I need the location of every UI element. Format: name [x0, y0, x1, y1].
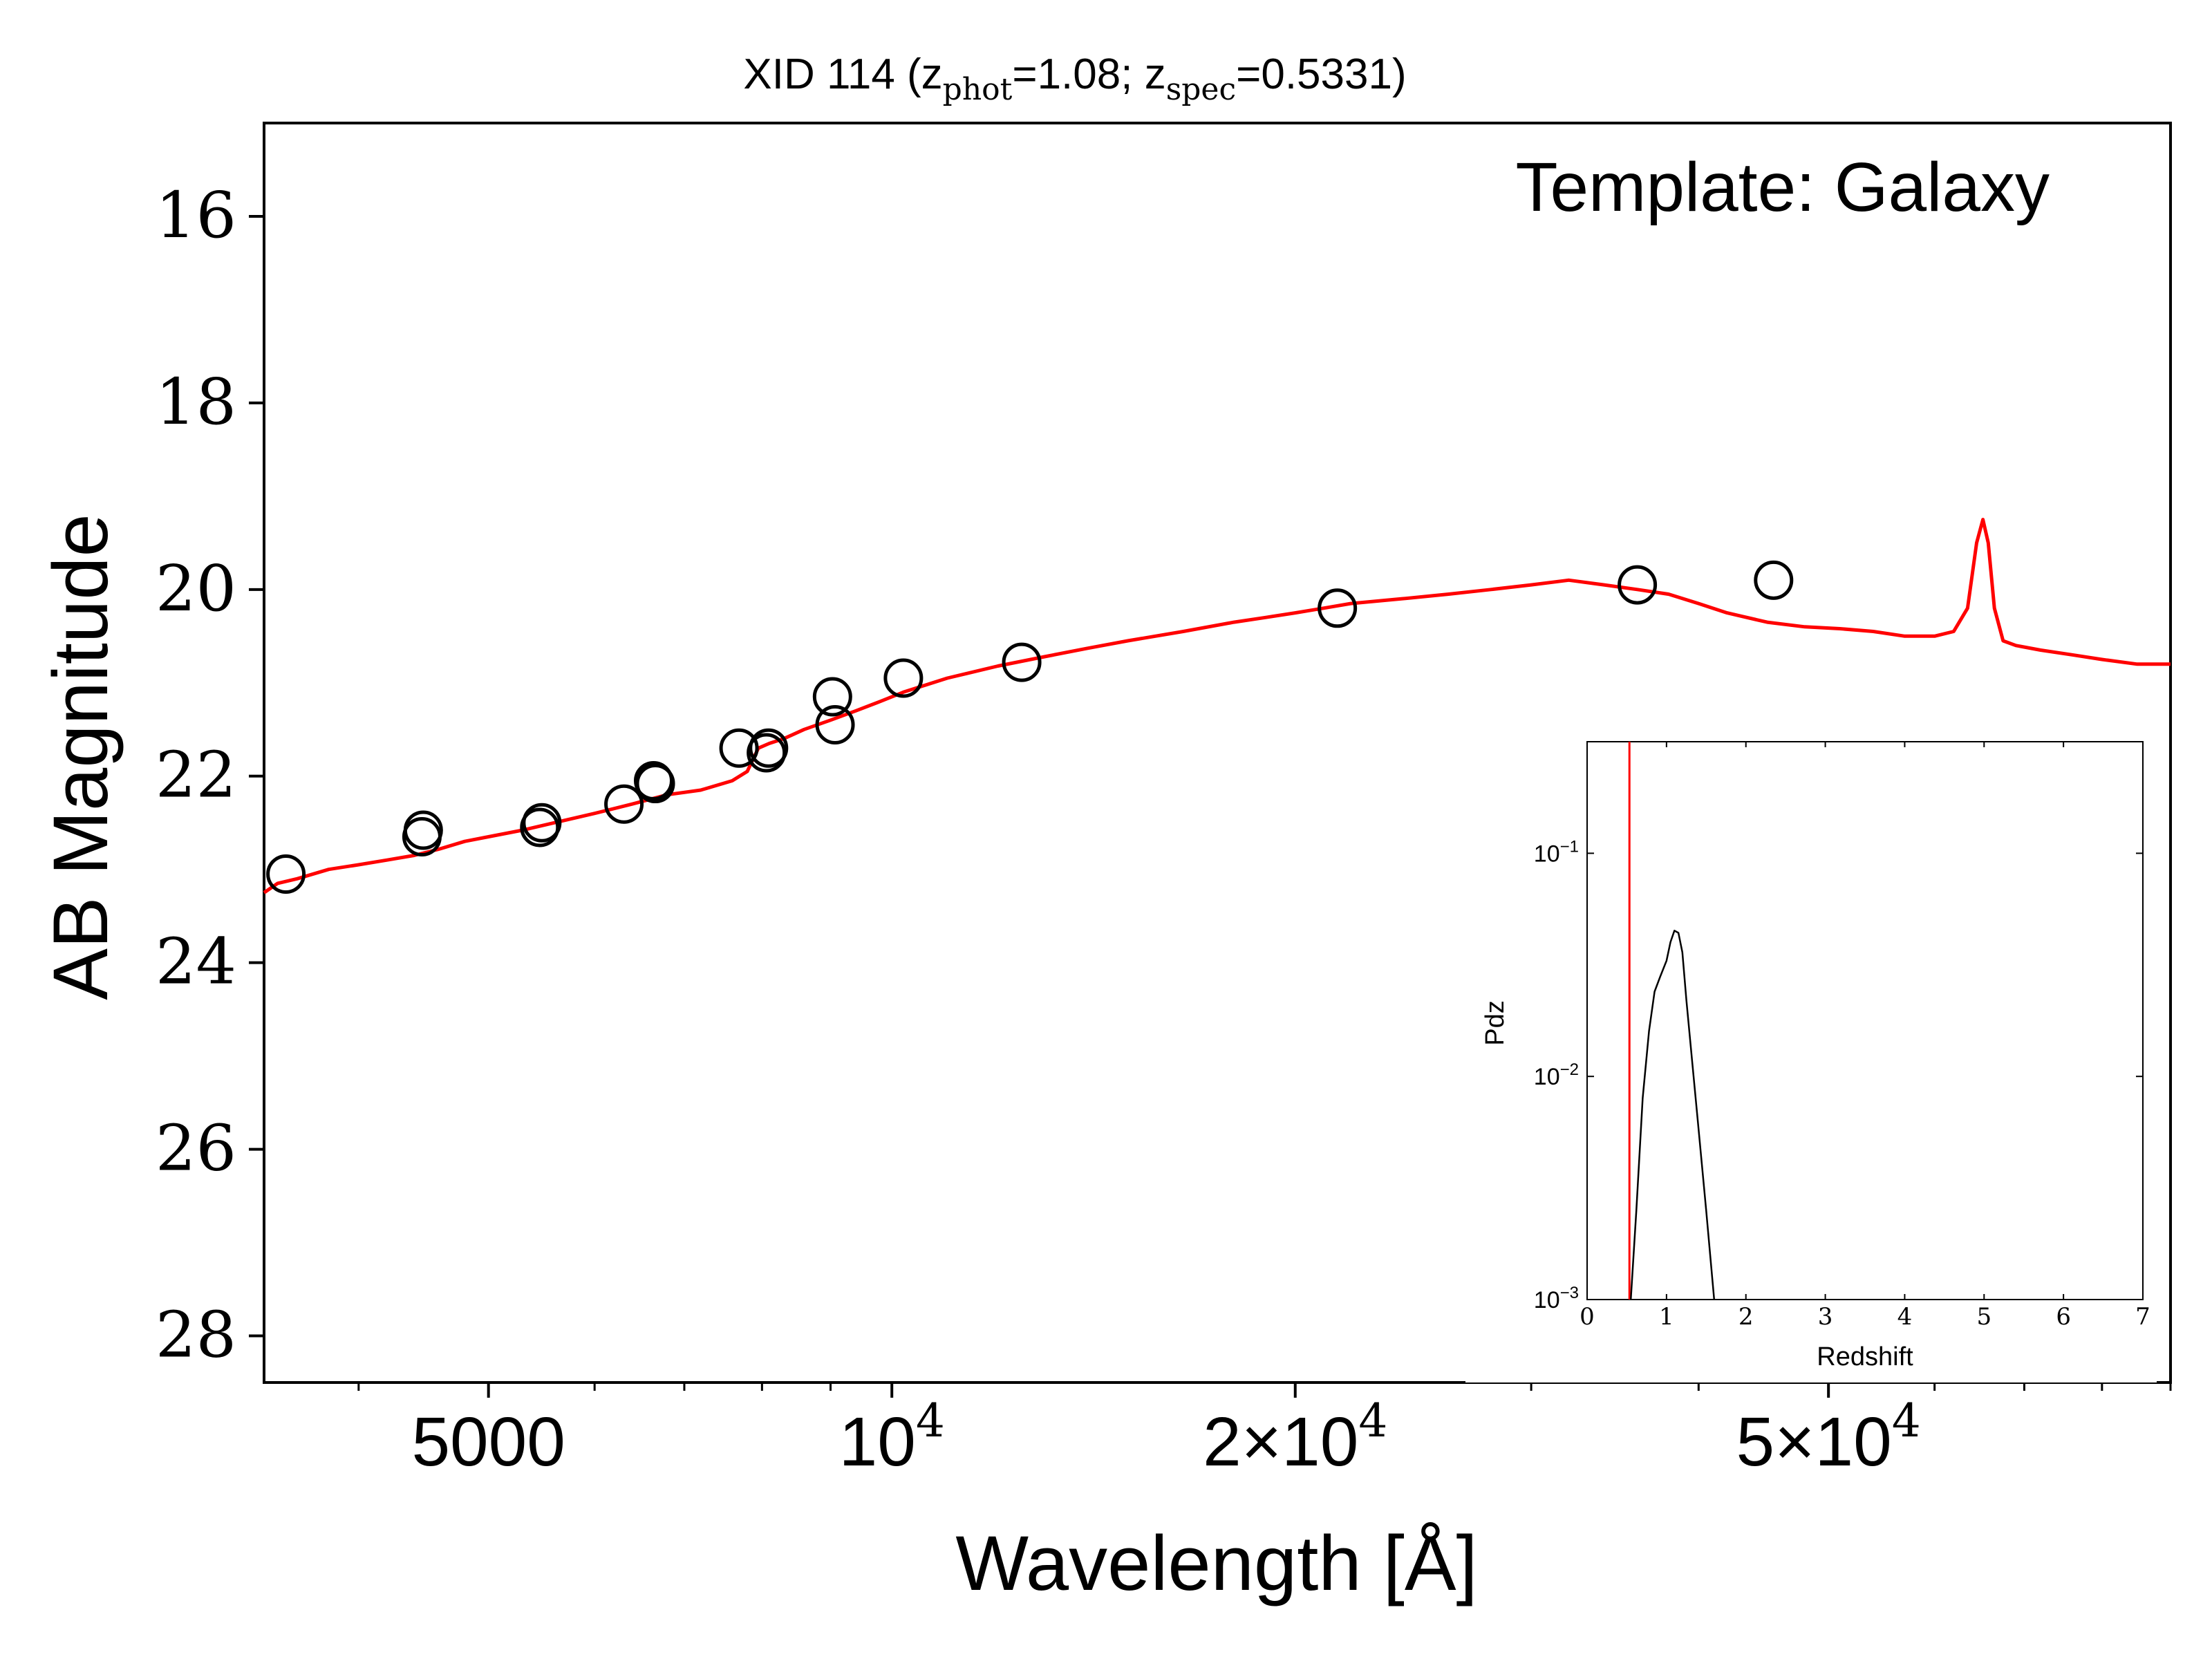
y-tick-label: 26 [156, 1112, 236, 1185]
inset-x-tick-label: 6 [2056, 1303, 2071, 1331]
inset-y-tick-label: 10−3 [1534, 1284, 1579, 1313]
photometry-point [749, 728, 789, 768]
inset-y-tick-label: 10−2 [1534, 1060, 1579, 1090]
photometry-point [883, 658, 924, 698]
y-tick-label: 24 [156, 925, 236, 999]
inset-y-tick-exponent: −2 [1560, 1060, 1579, 1079]
x-tick-label: 104 [839, 1394, 945, 1481]
title-phot-subscript: phot [943, 72, 1013, 107]
inset-x-axis-label: Redshift [1817, 1342, 1913, 1371]
x-tick-label-exponent: 4 [1892, 1394, 1921, 1447]
chart-title: XID 114 (zphot=1.08; zspec=0.5331) [743, 50, 1406, 107]
x-tick-label-exponent: 4 [916, 1394, 945, 1447]
photometry-point [815, 705, 855, 745]
y-tick-label: 16 [156, 178, 236, 252]
inset-ticks: 0 1 2 3 4 5 6 710−110−210−3 [1534, 742, 2150, 1331]
x-tick-label: 5×104 [1736, 1394, 1921, 1481]
y-tick-label: 18 [156, 365, 236, 439]
photometry-point [1318, 588, 1358, 628]
x-tick-label-base: 2×10 [1203, 1403, 1358, 1481]
pdz-curve [1629, 930, 1716, 1300]
x-tick-label: 5000 [411, 1403, 565, 1481]
y-tick-label: 20 [156, 552, 236, 626]
x-axis-label: Wavelength [Å] [955, 1520, 1477, 1606]
photometry-point [1618, 565, 1658, 605]
title-suffix: =0.5331) [1236, 50, 1407, 98]
title-spec-subscript: spec [1166, 72, 1236, 107]
inset-x-tick-label: 2 [1738, 1303, 1754, 1331]
inset-y-tick-base: 10 [1534, 1064, 1560, 1090]
main-plot-frame [263, 122, 2172, 1384]
photometry-point [604, 784, 644, 824]
x-tick-label-base: 5×10 [1736, 1403, 1892, 1481]
inset-y-tick-base: 10 [1534, 1287, 1560, 1313]
inset-y-tick-label: 10−1 [1534, 837, 1579, 867]
inset-x-tick-label: 0 [1580, 1303, 1595, 1331]
template-sed-line [263, 518, 2171, 894]
photometry-point [522, 803, 562, 843]
title-mid: =1.08; z [1012, 50, 1165, 98]
y-tick-label: 22 [156, 738, 236, 812]
x-tick-label-base: 10 [839, 1403, 916, 1481]
inset-plot-area [1628, 742, 1716, 1300]
photometry-point [812, 677, 852, 717]
inset-x-tick-label: 5 [1976, 1303, 1991, 1331]
inset-x-tick-label: 7 [2135, 1303, 2150, 1331]
inset-y-tick-base: 10 [1534, 841, 1560, 867]
photometry-point [719, 728, 759, 768]
inset-plot-frame [1586, 741, 2144, 1300]
photometry-point [635, 764, 675, 804]
x-tick-label: 2×104 [1203, 1394, 1387, 1481]
inset-x-tick-label: 3 [1818, 1303, 1833, 1331]
inset-background [1465, 719, 2157, 1382]
photometry-point [1002, 642, 1042, 682]
photometry-point [266, 854, 306, 894]
inset-y-tick-exponent: −3 [1560, 1284, 1579, 1302]
main-plot-area [263, 518, 2171, 894]
inset-x-tick-label: 4 [1897, 1303, 1913, 1331]
inset-x-tick-label: 1 [1659, 1303, 1674, 1331]
y-tick-label: 28 [156, 1298, 236, 1372]
template-annotation: Template: Galaxy [1515, 149, 2050, 226]
title-prefix: XID 114 (z [743, 50, 942, 98]
inset-y-tick-exponent: −1 [1560, 837, 1579, 856]
y-axis-label: AB Magnitude [37, 514, 124, 1000]
x-tick-label-base: 5000 [411, 1403, 565, 1481]
photometry-point [403, 810, 443, 850]
inset-y-axis-label: Pdz [1481, 1000, 1510, 1045]
photometry-point [1754, 560, 1794, 600]
x-tick-label-exponent: 4 [1358, 1394, 1387, 1447]
